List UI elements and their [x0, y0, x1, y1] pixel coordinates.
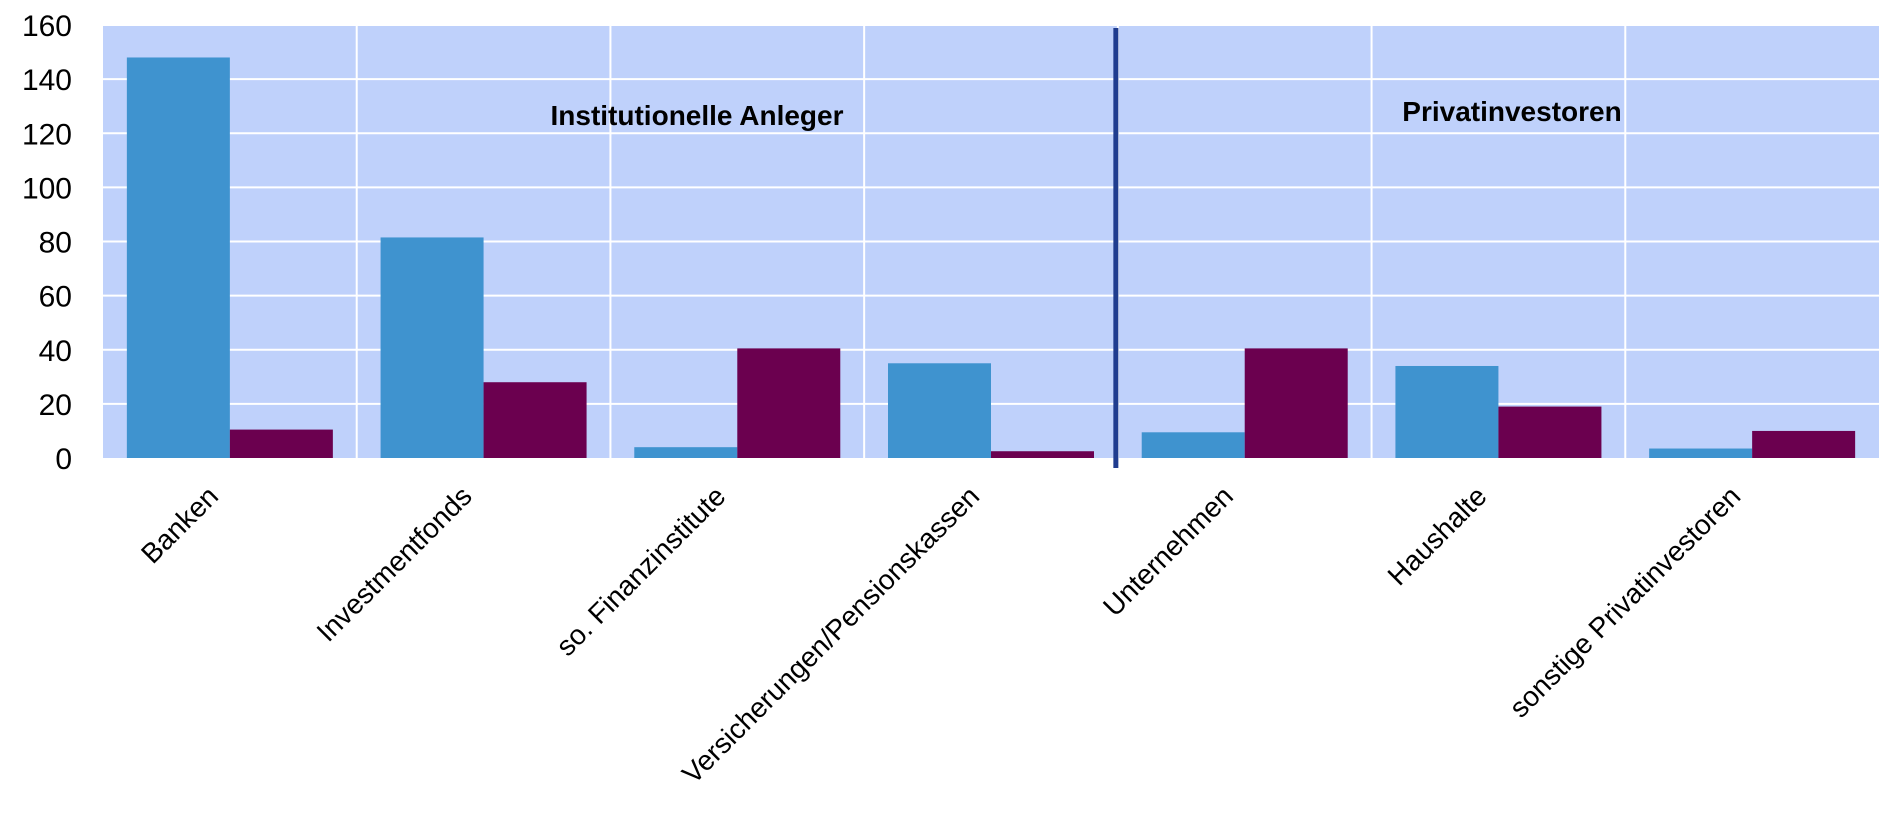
x-tick-label: so. Finanzinstitute — [550, 480, 731, 661]
bar — [483, 382, 587, 458]
bar — [126, 57, 230, 458]
y-tick-label: 160 — [22, 10, 72, 43]
bar — [1395, 365, 1499, 458]
y-tick-label: 60 — [39, 281, 72, 314]
x-axis: Banken Investmentfonds so. Finanzinstitute… — [135, 480, 1746, 789]
x-tick-label: sonstige Privatinvestoren — [1503, 480, 1746, 723]
bar — [1752, 430, 1856, 458]
x-tick-label: Versicherungen/Pensionskassen — [676, 480, 985, 789]
bar — [991, 451, 1094, 458]
bar — [737, 348, 841, 458]
bars — [126, 57, 1856, 458]
y-axis: 0 20 40 60 80 100 120 140 160 — [22, 10, 72, 476]
bar — [634, 447, 738, 458]
group-label: Privatinvestoren — [1402, 96, 1621, 127]
bar — [380, 237, 484, 458]
x-tick-label: Unternehmen — [1097, 480, 1239, 622]
bar — [888, 363, 991, 458]
bar — [1141, 432, 1245, 458]
y-tick-label: 0 — [55, 443, 72, 476]
y-tick-label: 80 — [39, 227, 72, 260]
group-labels: Institutionelle Anleger Privatinvestoren — [551, 96, 1622, 131]
y-tick-label: 40 — [39, 335, 72, 368]
bar — [1649, 448, 1753, 458]
y-tick-label: 140 — [22, 64, 72, 97]
x-tick-label: Banken — [135, 480, 224, 569]
y-tick-label: 100 — [22, 172, 72, 205]
bar — [1244, 348, 1348, 458]
group-label: Institutionelle Anleger — [551, 100, 844, 131]
x-tick-label: Haushalte — [1382, 480, 1493, 591]
x-tick-label: Investmentfonds — [311, 480, 478, 647]
y-tick-label: 20 — [39, 389, 72, 422]
bar — [229, 429, 333, 458]
y-tick-label: 120 — [22, 118, 72, 151]
bar — [1498, 406, 1602, 458]
